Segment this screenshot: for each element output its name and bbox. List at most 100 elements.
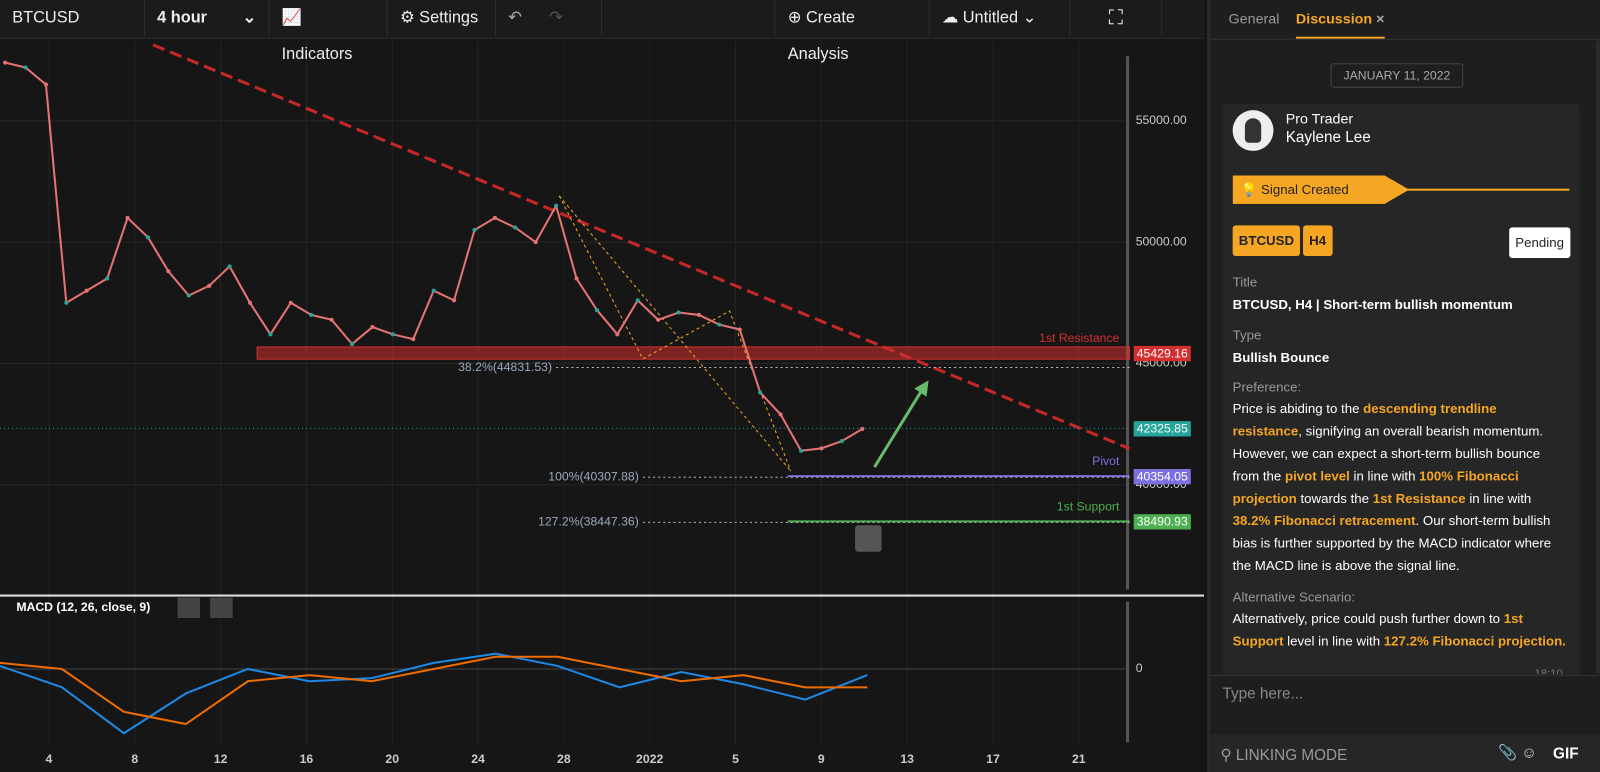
text: , signifying an overall bearish momentum… (1232, 423, 1544, 484)
linking-mode[interactable]: ⚲ LINKING MODE (1220, 746, 1348, 764)
price-point (411, 337, 416, 342)
undo-redo[interactable]: ↶ ↷ (496, 0, 603, 37)
preference-text: Price is abiding to the descending trend… (1233, 398, 1570, 577)
highlight-text: pivot level (1284, 468, 1350, 484)
x-tick-label: 2022 (636, 752, 663, 766)
price-point (84, 288, 89, 293)
layout-button[interactable]: ☁ Untitled ⌄ (930, 0, 1071, 37)
signal-rule (1393, 188, 1570, 191)
price-box (1133, 469, 1191, 485)
price-point (554, 203, 559, 208)
attach-emoji[interactable]: 📎 ☺ (1497, 744, 1537, 762)
text: in line with (1465, 490, 1532, 506)
price-point (615, 332, 620, 337)
fib-label: 100%(40307.88) (548, 470, 638, 484)
symbol[interactable]: BTCUSD (0, 0, 145, 37)
price-point (329, 317, 334, 322)
price-point (472, 227, 477, 233)
price-point (676, 310, 681, 315)
interval[interactable]: 4 hour ⌄ (145, 0, 270, 37)
x-tick-label: 5 (732, 752, 739, 766)
gif-button[interactable]: GIF (1553, 745, 1579, 763)
highlight-text: 100% Fibonacci projection (1232, 468, 1519, 506)
macd-label: MACD (12, 26, close, 9) (16, 600, 150, 614)
level-label: Pivot (1092, 454, 1120, 468)
price-box (1133, 421, 1191, 437)
tab-discussion[interactable]: Discussion × (1295, 10, 1385, 39)
text: level in line with (1283, 633, 1384, 649)
price-point (288, 300, 293, 305)
price-point (819, 446, 824, 451)
divider (1210, 38, 1600, 40)
price-box (1133, 345, 1191, 362)
indicators-button[interactable]: 📈 Indicators (269, 0, 388, 63)
macd-tick-label: 0 (1136, 661, 1143, 675)
price-point (533, 240, 538, 245)
highlight-text: descending trendline resistance (1232, 400, 1497, 439)
author: Kaylene Lee (1285, 128, 1371, 146)
price-point (696, 312, 702, 317)
x-tick-label: 13 (900, 752, 914, 766)
alternative-label: Alternative Scenario: (1232, 589, 1356, 605)
status: Pending (1509, 227, 1571, 259)
price-box-label: 38490.93 (1137, 515, 1188, 529)
tag-interval: H4 (1303, 225, 1333, 256)
highlight-text: 127.2% Fibonacci projection. (1383, 633, 1566, 649)
highlight-text: 38.2% Fibonacci retracement (1232, 512, 1416, 529)
tab-general[interactable]: General (1228, 10, 1280, 27)
price-box-label: 42325.85 (1137, 422, 1188, 436)
price-point (452, 298, 457, 303)
arrow (873, 386, 925, 468)
macd-delete (210, 597, 233, 618)
text: . Our short-term bullish bias is further… (1232, 512, 1552, 574)
signal-badge: 💡 Signal Created (1232, 175, 1410, 204)
x-tick-label: 9 (818, 752, 825, 766)
price-point (635, 298, 640, 303)
y-tick-label: 55000.00 (1136, 113, 1187, 127)
price-point (594, 308, 599, 313)
price-point (492, 215, 497, 220)
highlight-text: 1st Support (1232, 610, 1523, 649)
fullscreen[interactable]: ⛶ (1070, 0, 1163, 37)
text: Price is abiding to the (1232, 400, 1364, 417)
price-point (166, 269, 171, 274)
text: towards the (1296, 490, 1373, 506)
price-point (247, 300, 253, 305)
fib-label: 127.2%(38447.36) (538, 515, 639, 529)
create-text: Create Analysis (787, 9, 855, 64)
text: Alternatively, price could push further … (1232, 610, 1504, 627)
x-tick-label: 21 (1072, 752, 1086, 766)
price-point (349, 341, 355, 347)
price-point (207, 283, 212, 288)
date-chip: JANUARY 11, 2022 (1330, 63, 1464, 88)
text: in line with (1349, 468, 1420, 484)
x-tick-label: 8 (131, 752, 138, 766)
tag-symbol: BTCUSD (1232, 225, 1301, 256)
create-analysis[interactable]: ⊕ Create Analysis (774, 0, 930, 63)
price-box-label: 45429.16 (1137, 346, 1188, 360)
settings-button[interactable]: ⚙ Settings (388, 0, 496, 37)
divider (1210, 675, 1600, 677)
resistance-zone (256, 346, 1131, 360)
chart: 4 8 12 16 20 24 28 2022 5 9 13 17 21 55000.00 50000.00… (0, 40, 1205, 766)
price-point (839, 439, 844, 444)
layout-text: Untitled (962, 9, 1019, 27)
price-point (717, 322, 722, 327)
price-point (370, 325, 375, 330)
tab-text: Discussion (1295, 10, 1373, 27)
field-label: Type (1232, 327, 1262, 343)
x-tick-label: 12 (214, 752, 228, 766)
y-tick-label: 50000.00 (1136, 234, 1187, 248)
price-point (145, 235, 150, 240)
price-point (43, 82, 48, 87)
price-point (431, 288, 436, 293)
close-tab[interactable]: × (1376, 10, 1385, 27)
toolbar: BTCUSD 4 hour ⌄ 📈 Indicators ⚙ Settings ↶… (0, 0, 1205, 63)
price-point (268, 332, 273, 337)
price-point (574, 276, 579, 281)
avatar (1232, 110, 1274, 151)
idea-icon (855, 525, 882, 552)
message-input[interactable]: Type here... (1222, 685, 1304, 703)
